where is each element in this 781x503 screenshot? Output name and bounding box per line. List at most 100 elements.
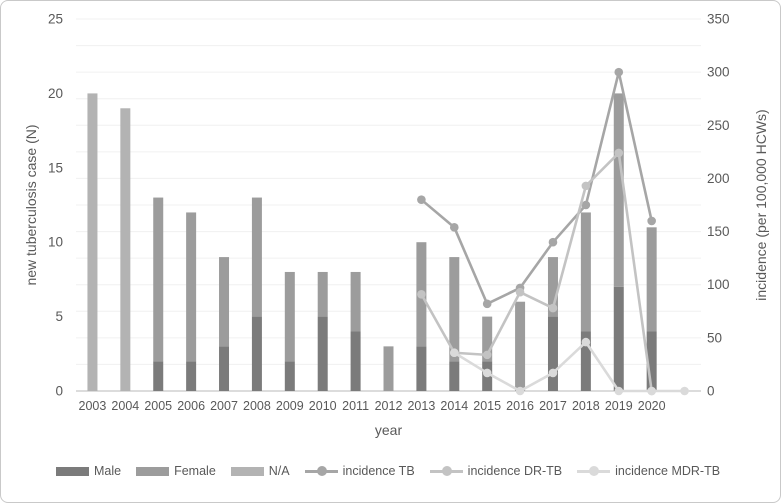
bar-segment-male-2009: [284, 361, 295, 391]
y-right-tick-label: 300: [707, 65, 730, 80]
bar-segment-male-2008: [251, 316, 262, 391]
point-incidence-mdr-tb-2019: [614, 386, 624, 396]
line-incidence-dr-tb: [420, 151, 653, 393]
y-left-tick-label: 15: [48, 160, 63, 175]
bar-segment-female-2005: [153, 197, 164, 362]
point-incidence-mdr-tb-2017: [548, 368, 558, 378]
x-tick-label: 2010: [309, 399, 337, 413]
bar-segment-n-a-2003: [87, 93, 98, 392]
bar-segment-female-2020: [646, 227, 657, 332]
y-left-tick-label: 20: [48, 86, 63, 101]
point-incidence-dr-tb-2015: [482, 350, 492, 360]
legend-label: incidence DR-TB: [467, 464, 563, 478]
x-tick-label: 2015: [473, 399, 501, 413]
legend-label: Male: [94, 464, 122, 478]
line-incidence-tb: [420, 70, 653, 306]
legend-label: Female: [174, 464, 216, 478]
legend-item-n-a: N/A: [230, 464, 290, 478]
bar-segment-male-2007: [219, 346, 230, 391]
point-incidence-dr-tb-2016: [515, 287, 525, 297]
x-tick-label: 2003: [79, 399, 107, 413]
x-axis-title: year: [374, 422, 403, 438]
x-tick-label: 2014: [440, 399, 468, 413]
point-incidence-mdr-tb-2020: [647, 386, 656, 396]
legend-bar-swatch-icon: [136, 466, 170, 476]
bar-segment-female-2014: [449, 257, 460, 362]
x-tick-label: 2017: [539, 399, 567, 413]
point-incidence-tb-2015: [482, 299, 492, 309]
point-incidence-mdr-tb-end: [680, 386, 689, 396]
y-left-tick-label: 0: [55, 384, 63, 399]
bar-segment-female-2012: [383, 346, 394, 391]
x-tick-label: 2005: [144, 399, 172, 413]
legend-item-incidence-dr-tb: incidence DR-TB: [429, 464, 563, 478]
left-axis-title: new tuberculosis case (N): [23, 124, 39, 286]
x-tick-label: 2008: [243, 399, 271, 413]
legend-bar-swatch-icon: [56, 466, 89, 476]
bar-segment-male-2020: [646, 331, 657, 391]
x-tick-label: 2013: [407, 399, 435, 413]
x-tick-label: 2019: [605, 399, 633, 413]
legend-item-incidence-tb: incidence TB: [304, 464, 415, 478]
bar-segment-male-2010: [317, 316, 328, 391]
point-incidence-mdr-tb-2015: [482, 368, 492, 378]
bar-segment-male-2006: [186, 361, 197, 391]
point-incidence-dr-tb-2019: [614, 148, 624, 158]
y-right-tick-label: 350: [707, 12, 730, 27]
bar-segment-female-2007: [219, 257, 230, 347]
right-axis-title: incidence (per 100,000 HCWs): [753, 109, 769, 301]
y-left-tick-label: 25: [48, 12, 63, 27]
legend-item-female: Female: [136, 464, 216, 478]
bar-segment-female-2019: [613, 93, 624, 287]
legend-item-incidence-mdr-tb: incidence MDR-TB: [577, 464, 720, 478]
point-incidence-tb-2014: [449, 223, 459, 232]
bar-segment-male-2019: [613, 286, 624, 391]
point-incidence-dr-tb-2013: [417, 289, 426, 299]
bar-segment-male-2013: [416, 346, 427, 391]
legend-label: incidence MDR-TB: [615, 464, 721, 478]
x-tick-label: 2011: [342, 399, 369, 413]
chart-legend: Male Female N/A incidence TB incidence DR-TB…: [56, 464, 720, 478]
bar-segment-female-2016: [515, 301, 526, 391]
x-tick-label: 2004: [111, 399, 139, 413]
point-incidence-mdr-tb-2014: [449, 348, 459, 358]
x-tick-label: 2009: [276, 399, 304, 413]
bar-segment-male-2014: [449, 361, 460, 391]
x-tick-label: 2012: [375, 399, 403, 413]
bar-segment-female-2018: [580, 212, 591, 332]
legend-label: incidence TB: [342, 464, 415, 478]
bar-segment-female-2009: [284, 271, 295, 362]
legend-item-male: Male: [56, 464, 121, 478]
bar-segment-male-2017: [547, 316, 558, 391]
x-tick-label: 2018: [572, 399, 600, 413]
bar-segment-male-2005: [153, 361, 164, 391]
y-right-tick-label: 200: [707, 171, 730, 186]
bar-segment-n-a-2004: [120, 108, 131, 391]
x-tick-label: 2006: [177, 399, 205, 413]
legend-label: N/A: [268, 464, 290, 478]
line-incidence-mdr-tb: [452, 340, 686, 393]
point-incidence-dr-tb-2018: [581, 181, 591, 191]
bar-segment-female-2011: [350, 271, 361, 332]
x-tick-label: 2020: [638, 399, 666, 413]
legend-bar-swatch-icon: [230, 466, 264, 476]
bar-segment-male-2018: [580, 331, 591, 391]
point-incidence-mdr-tb-2018: [581, 337, 591, 347]
y-right-tick-label: 250: [707, 118, 730, 133]
bar-segment-female-2010: [317, 271, 328, 317]
x-tick-label: 2007: [210, 399, 238, 413]
bar-segment-female-2008: [251, 197, 262, 317]
point-incidence-tb-2013: [417, 195, 426, 204]
y-right-tick-label: 150: [707, 224, 730, 239]
bar-segment-female-2017: [547, 257, 558, 317]
bar-segment-female-2015: [482, 316, 493, 362]
y-right-tick-label: 50: [707, 330, 722, 345]
point-incidence-tb-2018: [581, 200, 591, 210]
legend-line-swatch-icon: [577, 466, 611, 476]
point-incidence-tb-2017: [548, 237, 558, 247]
x-tick-label: 2016: [506, 399, 534, 413]
y-left-tick-label: 5: [55, 309, 63, 324]
y-right-tick-label: 0: [707, 384, 715, 399]
